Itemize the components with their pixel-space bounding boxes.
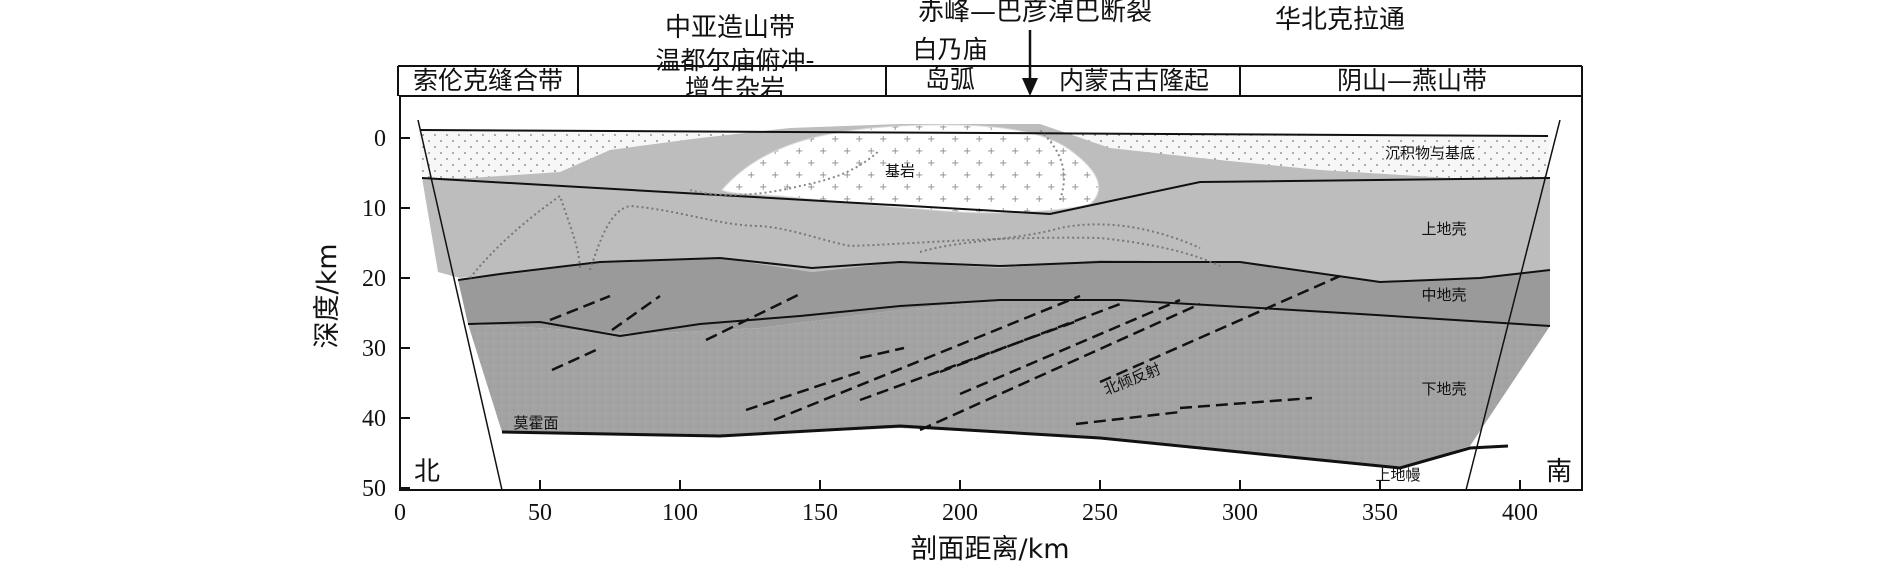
intrusion-outline-4 [689, 149, 881, 196]
intrusion-outline-3 [919, 223, 1201, 253]
top-label-chifeng: 赤峰—巴彦淖巴断裂 [918, 0, 1152, 27]
direction-south: 南 [1546, 457, 1572, 487]
y-tick-label: 40 [362, 406, 386, 432]
y-tick-label: 50 [362, 476, 386, 502]
zone-bainai-line2: 岛弧 [925, 65, 975, 94]
zone-bainai-line1: 白乃庙 [912, 35, 987, 64]
zone-yinshan: 阴山—燕山带 [1337, 66, 1487, 95]
x-axis: 0 50 100 150 200 250 300 350 400 剖面距离/km [394, 480, 1538, 565]
x-tick-label: 100 [662, 500, 698, 526]
reflector [549, 294, 611, 322]
reflector [1179, 396, 1313, 410]
x-tick-label: 150 [802, 500, 838, 526]
middle-crust-layer [458, 258, 1550, 334]
reflector [745, 370, 861, 412]
zone-wendu-line1: 温都尔庙俯冲- [655, 46, 814, 75]
y-tick-label: 30 [362, 336, 386, 362]
y-tick-label: 0 [374, 126, 386, 152]
label-lower-crust: 下地壳 [1421, 380, 1466, 398]
north-edge [417, 119, 503, 491]
reflector [919, 302, 1201, 432]
reflector [1099, 274, 1341, 384]
x-tick-label: 0 [394, 500, 406, 526]
surface-line [419, 129, 1549, 137]
x-tick-label: 300 [1222, 500, 1258, 526]
intrusion-outline-1 [469, 194, 581, 279]
label-upper-crust: 上地壳 [1421, 220, 1466, 238]
x-tick-label: 350 [1362, 500, 1398, 526]
label-sediment: 沉积物与基底 [1385, 144, 1475, 162]
y-tick-label: 20 [362, 266, 386, 292]
x-tick-label: 400 [1502, 500, 1538, 526]
middle-lower-boundary [467, 299, 1551, 338]
reflector [859, 318, 1081, 402]
direction-north: 北 [414, 457, 440, 487]
moho-line [501, 424, 1509, 470]
x-tick-label: 50 [528, 500, 552, 526]
x-tick-label: 200 [942, 500, 978, 526]
top-label-huabei: 华北克拉通 [1275, 5, 1405, 35]
granite-body [721, 124, 1100, 214]
y-axis-title: 深度/km [312, 243, 343, 348]
reflector [859, 346, 905, 360]
reflector [959, 298, 1181, 396]
x-tick-label: 250 [1082, 500, 1118, 526]
lower-crust-layer [468, 300, 1550, 468]
y-axis: 0 10 20 30 40 50 深度/km [312, 126, 410, 502]
south-edge [1465, 119, 1561, 491]
zone-suolunke: 索伦克缝合带 [413, 66, 563, 95]
reflector [551, 348, 597, 372]
label-moho: 莫霍面 [513, 414, 558, 432]
label-middle-crust: 中地壳 [1421, 286, 1466, 304]
reflector [611, 294, 661, 332]
upper-middle-boundary [457, 256, 1551, 284]
label-granite: 基岩 [885, 162, 915, 180]
intrusion-outline-2 [589, 204, 1221, 271]
fault-arrow-head [1022, 78, 1038, 96]
basement-line [421, 177, 1551, 216]
reflector [773, 294, 1081, 422]
zone-neimeng: 内蒙古古隆起 [1059, 66, 1209, 95]
x-axis-title: 剖面距离/km [910, 534, 1069, 565]
top-label-zhongya: 中亚造山带 [665, 13, 795, 43]
y-tick-label: 10 [362, 196, 386, 222]
reflectors [549, 274, 1341, 432]
label-upper-mantle: 上地幔 [1375, 466, 1420, 484]
upper-crust-layer [422, 178, 1550, 282]
reflector [939, 302, 1121, 374]
